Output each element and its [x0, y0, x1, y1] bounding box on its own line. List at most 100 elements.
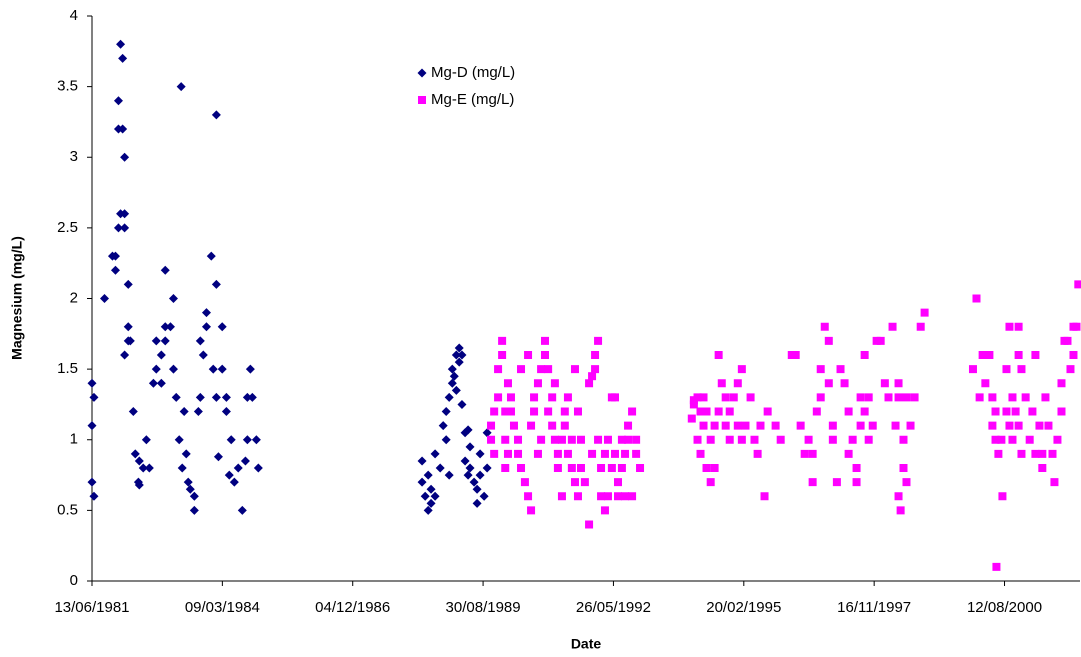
point — [1017, 365, 1026, 374]
point — [1031, 351, 1040, 359]
point — [211, 279, 221, 289]
point — [181, 449, 191, 459]
point — [725, 435, 734, 444]
point — [490, 407, 499, 416]
point — [693, 435, 702, 444]
legend-marker — [417, 68, 427, 78]
point — [242, 392, 252, 402]
point — [544, 407, 553, 416]
point — [998, 492, 1007, 501]
point — [501, 435, 510, 444]
point — [501, 464, 510, 472]
point — [884, 393, 893, 402]
x-tick-label: 04/12/1986 — [315, 599, 390, 616]
point — [116, 39, 126, 49]
point — [517, 464, 526, 472]
point — [487, 435, 496, 444]
point — [992, 562, 1001, 571]
point — [123, 279, 133, 289]
x-tick-label: 30/08/1989 — [446, 599, 521, 616]
point — [134, 456, 144, 466]
point — [120, 223, 130, 233]
point — [872, 336, 881, 345]
point — [567, 464, 576, 472]
point — [120, 350, 130, 360]
point — [465, 442, 475, 452]
point — [1008, 393, 1017, 402]
point — [120, 152, 130, 162]
point — [454, 343, 464, 353]
point — [195, 392, 205, 402]
point — [828, 421, 837, 430]
legend-label: Mg-E (mg/L) — [431, 91, 514, 108]
point — [87, 421, 97, 431]
point — [460, 456, 470, 466]
point — [245, 364, 255, 374]
point — [1008, 435, 1017, 444]
point — [988, 421, 997, 430]
point — [87, 378, 97, 388]
point — [541, 351, 550, 359]
point — [808, 449, 817, 458]
point — [177, 463, 187, 473]
point — [128, 407, 138, 416]
point — [972, 294, 981, 303]
point — [985, 351, 994, 359]
point — [426, 484, 436, 494]
point — [812, 407, 821, 416]
point — [760, 492, 769, 501]
point — [710, 464, 719, 472]
point — [906, 421, 915, 430]
point — [168, 364, 178, 374]
point — [1069, 351, 1078, 359]
point — [597, 464, 606, 472]
point — [791, 351, 800, 359]
point — [696, 449, 705, 458]
point — [454, 357, 464, 367]
point — [816, 393, 825, 402]
legend-label: Mg-D (mg/L) — [431, 64, 515, 81]
point — [229, 477, 239, 487]
point — [702, 407, 711, 416]
point — [134, 480, 144, 490]
point — [696, 407, 705, 416]
point — [201, 308, 211, 318]
point — [524, 351, 533, 359]
point — [570, 365, 579, 374]
point — [1002, 365, 1011, 374]
point — [860, 351, 869, 359]
point — [240, 456, 250, 466]
point — [426, 498, 436, 508]
point — [423, 470, 433, 480]
point — [503, 449, 512, 458]
point — [1035, 421, 1044, 430]
point — [110, 265, 120, 275]
point — [221, 392, 231, 402]
point — [617, 464, 626, 472]
point — [156, 378, 166, 388]
point — [988, 393, 997, 402]
point — [475, 470, 485, 480]
point — [991, 407, 1000, 416]
y-tick-label: 2 — [70, 289, 78, 306]
y-tick-label: 2.5 — [57, 219, 78, 236]
point — [548, 393, 557, 402]
point — [151, 364, 161, 374]
point — [113, 223, 123, 233]
point — [617, 435, 626, 444]
point — [537, 365, 546, 374]
point — [498, 336, 507, 345]
point — [611, 393, 620, 402]
point — [226, 435, 236, 445]
point — [438, 421, 448, 431]
point — [594, 336, 603, 345]
point — [447, 378, 457, 388]
point — [776, 435, 785, 444]
point — [808, 478, 817, 487]
point — [994, 449, 1003, 458]
point — [514, 435, 523, 444]
point — [894, 492, 903, 501]
point — [876, 336, 885, 345]
point — [449, 371, 459, 381]
